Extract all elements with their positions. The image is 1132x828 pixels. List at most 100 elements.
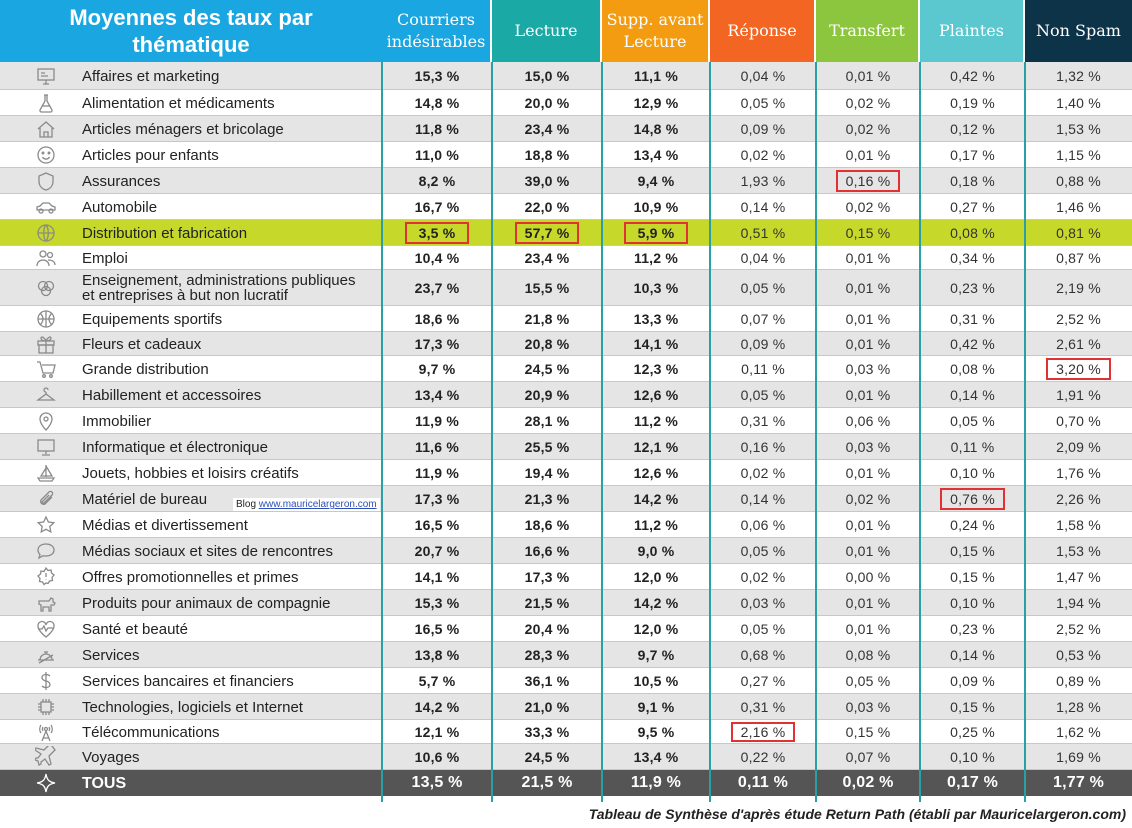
hanger-icon <box>30 382 62 408</box>
blog-watermark: Blog www.mauricelargeron.com <box>233 498 380 511</box>
cell-plaintes: 0,12 % <box>950 121 995 137</box>
airplane-icon <box>30 744 62 770</box>
cell-transfert: 0,03 % <box>845 699 891 715</box>
row-label: Immobilier <box>82 412 152 430</box>
cell-supp-avant-lecture: 12,9 % <box>633 95 679 111</box>
cell-supp-avant-lecture: 13,3 % <box>633 311 679 327</box>
cell-reponse: 0,05 % <box>740 387 786 403</box>
cell-transfert: 0,01 % <box>845 280 891 296</box>
house-icon <box>30 116 62 142</box>
cell-transfert: 0,01 % <box>845 250 891 266</box>
cell-lecture: 20,8 % <box>524 336 570 352</box>
watermark-prefix: Blog <box>236 499 259 510</box>
table-row: Articles ménagers et bricolage 11,8 % 23,4… <box>0 116 1132 142</box>
cell-supp-avant-lecture: 10,9 % <box>633 199 679 215</box>
cell-non-spam: 2,52 % <box>1056 621 1101 637</box>
car-icon <box>30 194 62 220</box>
cell-courriers-indesirables: 8,2 % <box>418 173 456 189</box>
cell-courriers-indesirables: 11,9 % <box>414 465 459 481</box>
cell-supp-avant-lecture: 14,2 % <box>633 491 679 507</box>
cell-courriers-indesirables: 14,8 % <box>414 95 460 111</box>
cell-supp-avant-lecture: 14,1 % <box>633 336 679 352</box>
row-label: Articles ménagers et bricolage <box>82 120 284 138</box>
cell-supp-avant-lecture: 9,5 % <box>637 724 675 740</box>
cell-transfert: 0,02 % <box>845 121 891 137</box>
cell-supp-avant-lecture: 13,4 % <box>633 749 679 765</box>
row-label: Assurances <box>82 172 161 190</box>
cell-courriers-indesirables: 17,3 % <box>414 491 460 507</box>
table-title: Moyennes des taux par thématique <box>0 0 382 62</box>
cell-courriers-indesirables: 5,7 % <box>418 673 456 689</box>
row-label: Médias sociaux et sites de rencontres <box>82 542 333 560</box>
cell-lecture: 16,6 % <box>524 543 570 559</box>
cell-transfert: 0,01 % <box>845 68 891 84</box>
cell-non-spam: 1,77 % <box>1052 774 1104 791</box>
table-row: Assurances 8,2 % 39,0 % 9,4 % 1,93 % 0,16 % 0,… <box>0 168 1132 194</box>
cell-courriers-indesirables: 13,5 % <box>411 774 463 791</box>
table-row: Equipements sportifs 18,6 % 21,8 % 13,3 % 0,… <box>0 306 1132 332</box>
column-separator <box>919 62 921 802</box>
watermark-link[interactable]: www.mauricelargeron.com <box>258 499 377 510</box>
star-icon <box>30 512 62 538</box>
cell-transfert: 0,15 % <box>845 225 891 241</box>
cell-transfert: 0,08 % <box>845 647 891 663</box>
cell-courriers-indesirables: 11,8 % <box>414 121 459 137</box>
table-row: Voyages 10,6 % 24,5 % 13,4 % 0,22 % 0,07 % 0,1… <box>0 744 1132 770</box>
table-row: Distribution et fabrication 3,5 % 57,7 % 5,… <box>0 220 1132 246</box>
cell-lecture: 21,8 % <box>524 311 570 327</box>
cell-reponse: 0,16 % <box>740 439 786 455</box>
cell-non-spam: 1,58 % <box>1056 517 1101 533</box>
row-label: Fleurs et cadeaux <box>82 335 202 353</box>
cell-plaintes: 0,09 % <box>950 673 995 689</box>
cell-reponse: 0,05 % <box>740 95 786 111</box>
table-row: Alimentation et médicaments 14,8 % 20,0 % 1… <box>0 90 1132 116</box>
cell-courriers-indesirables: 15,3 % <box>414 595 460 611</box>
smiley-icon <box>30 142 62 168</box>
cell-supp-avant-lecture: 12,6 % <box>633 387 679 403</box>
location-pin-icon <box>30 408 62 434</box>
table-row: Grande distribution 9,7 % 24,5 % 12,3 % 0,11… <box>0 356 1132 382</box>
table-row: Informatique et électronique 11,6 % 25,5 %… <box>0 434 1132 460</box>
cell-courriers-indesirables: 16,5 % <box>414 517 460 533</box>
cell-courriers-indesirables: 16,7 % <box>414 199 460 215</box>
cell-non-spam: 1,62 % <box>1056 724 1101 740</box>
cell-supp-avant-lecture: 11,2 % <box>633 517 678 533</box>
cell-supp-avant-lecture: 12,1 % <box>633 439 679 455</box>
cell-supp-avant-lecture: 11,2 % <box>633 413 678 429</box>
table-row: Jouets, hobbies et loisirs créatifs 11,9 … <box>0 460 1132 486</box>
heartbeat-icon <box>30 616 62 642</box>
column-header-non-spam: Non Spam <box>1025 0 1132 62</box>
cell-reponse: 2,16 % <box>740 724 786 740</box>
cell-plaintes: 0,18 % <box>950 173 995 189</box>
cell-non-spam: 1,40 % <box>1056 95 1101 111</box>
cell-supp-avant-lecture: 5,9 % <box>637 225 675 241</box>
cell-lecture: 22,0 % <box>524 199 570 215</box>
cell-lecture: 17,3 % <box>524 569 570 585</box>
table-row: Médias et divertissement 16,5 % 18,6 % 11,2… <box>0 512 1132 538</box>
column-header-plaintes: Plaintes <box>920 0 1023 62</box>
cell-lecture: 28,3 % <box>524 647 570 663</box>
table-row: Automobile 16,7 % 22,0 % 10,9 % 0,14 % 0,02 %… <box>0 194 1132 220</box>
cell-supp-avant-lecture: 13,4 % <box>633 147 679 163</box>
cell-transfert: 0,02 % <box>842 774 894 791</box>
cell-reponse: 0,27 % <box>740 673 786 689</box>
cell-plaintes: 0,17 % <box>950 147 995 163</box>
cell-lecture: 20,4 % <box>524 621 570 637</box>
cell-plaintes: 0,10 % <box>950 749 995 765</box>
cell-lecture: 39,0 % <box>524 173 570 189</box>
cell-reponse: 0,02 % <box>740 569 786 585</box>
cell-plaintes: 0,15 % <box>950 699 995 715</box>
cell-plaintes: 0,14 % <box>950 647 995 663</box>
cell-supp-avant-lecture: 12,0 % <box>633 569 679 585</box>
row-label: Offres promotionnelles et primes <box>82 568 299 586</box>
circles-icon <box>30 270 62 306</box>
cell-lecture: 15,0 % <box>524 68 570 84</box>
cell-reponse: 0,22 % <box>740 749 786 765</box>
cell-non-spam: 1,32 % <box>1056 68 1101 84</box>
cell-plaintes: 0,10 % <box>950 465 995 481</box>
antenna-icon <box>30 720 62 744</box>
cell-non-spam: 1,53 % <box>1056 543 1101 559</box>
gift-icon <box>30 332 62 356</box>
globe-icon <box>30 220 62 246</box>
sparkle-icon <box>30 770 62 796</box>
